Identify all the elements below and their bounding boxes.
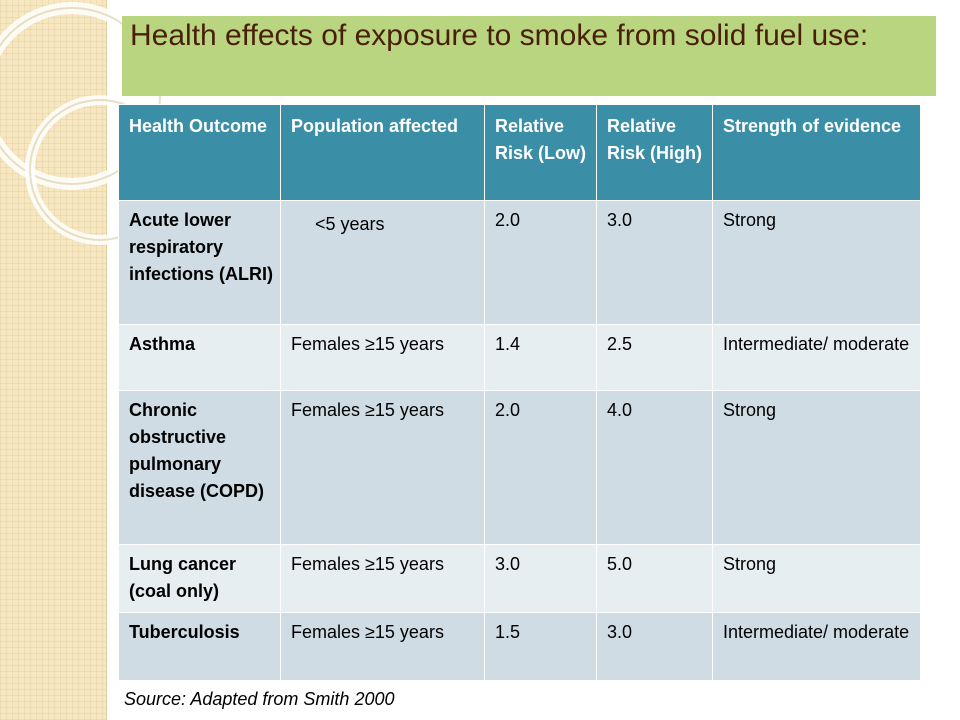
header-strength-of-evidence: Strength of evidence bbox=[712, 104, 921, 201]
cell-population: <5 years bbox=[280, 200, 485, 325]
cell-risk-high: 5.0 bbox=[596, 544, 713, 613]
cell-population: Females ≥15 years bbox=[280, 612, 485, 681]
table-row: Tuberculosis Females ≥15 years 1.5 3.0 I… bbox=[118, 612, 921, 681]
table-row: Lung cancer (coal only) Females ≥15 year… bbox=[118, 544, 921, 613]
cell-strength: Strong bbox=[712, 544, 921, 613]
cell-risk-low: 1.5 bbox=[484, 612, 597, 681]
cell-risk-low: 2.0 bbox=[484, 390, 597, 545]
cell-risk-low: 1.4 bbox=[484, 324, 597, 391]
cell-strength: Strong bbox=[712, 390, 921, 545]
cell-population: Females ≥15 years bbox=[280, 390, 485, 545]
header-health-outcome: Health Outcome bbox=[118, 104, 281, 201]
cell-risk-high: 3.0 bbox=[596, 612, 713, 681]
slide-title: Health effects of exposure to smoke from… bbox=[130, 19, 869, 52]
cell-strength: Intermediate/ moderate bbox=[712, 612, 921, 681]
header-relative-risk-high: Relative Risk (High) bbox=[596, 104, 713, 201]
table-row: Asthma Females ≥15 years 1.4 2.5 Interme… bbox=[118, 324, 921, 391]
cell-risk-high: 4.0 bbox=[596, 390, 713, 545]
cell-strength: Intermediate/ moderate bbox=[712, 324, 921, 391]
header-relative-risk-low: Relative Risk (Low) bbox=[484, 104, 597, 201]
cell-outcome: Chronic obstructive pulmonary disease (C… bbox=[118, 390, 281, 545]
table-row: Acute lower respiratory infections (ALRI… bbox=[118, 200, 921, 325]
cell-risk-high: 3.0 bbox=[596, 200, 713, 325]
cell-population: Females ≥15 years bbox=[280, 324, 485, 391]
cell-risk-low: 3.0 bbox=[484, 544, 597, 613]
header-population-affected: Population affected bbox=[280, 104, 485, 201]
cell-risk-low: 2.0 bbox=[484, 200, 597, 325]
cell-outcome: Lung cancer (coal only) bbox=[118, 544, 281, 613]
cell-risk-high: 2.5 bbox=[596, 324, 713, 391]
cell-population: Females ≥15 years bbox=[280, 544, 485, 613]
cell-strength: Strong bbox=[712, 200, 921, 325]
cell-outcome: Acute lower respiratory infections (ALRI… bbox=[118, 200, 281, 325]
cell-outcome: Tuberculosis bbox=[118, 612, 281, 681]
table-header-row: Health Outcome Population affected Relat… bbox=[118, 104, 921, 201]
health-effects-table: Health Outcome Population affected Relat… bbox=[118, 104, 921, 681]
cell-outcome: Asthma bbox=[118, 324, 281, 391]
source-note: Source: Adapted from Smith 2000 bbox=[124, 689, 395, 709]
title-bar bbox=[122, 16, 936, 96]
table-row: Chronic obstructive pulmonary disease (C… bbox=[118, 390, 921, 545]
